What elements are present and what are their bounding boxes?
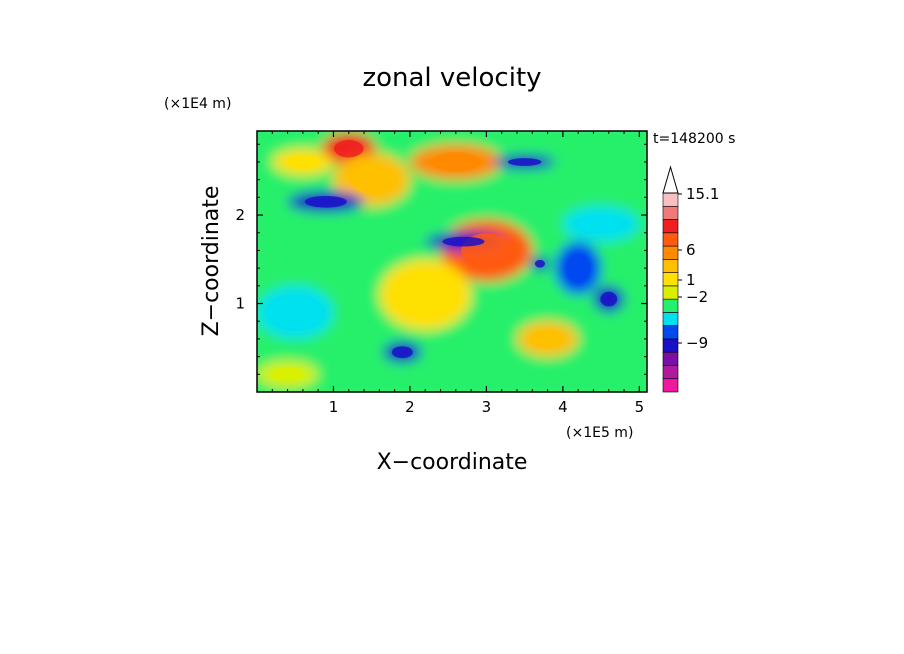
colorbar: 15.1 6 1−2 −9 — [662, 165, 719, 393]
contour-core-11 — [274, 297, 317, 327]
x-tick-label: 1 — [329, 398, 339, 416]
x-tick-label: 2 — [405, 398, 415, 416]
contour-core-13 — [270, 367, 305, 382]
chart-title: zonal velocity — [362, 63, 541, 93]
colorbar-swatch — [662, 312, 679, 326]
y-axis: 12 — [235, 143, 647, 375]
colorbar-swatch — [662, 365, 679, 380]
contour-core-2 — [350, 165, 393, 195]
colorbar-swatch — [662, 285, 679, 300]
colorbar-label: 1 — [686, 271, 696, 289]
contour-core-14 — [400, 275, 451, 315]
colorbar-swatch — [662, 272, 679, 287]
x-axis-unit: (×1E5 m) — [566, 425, 633, 441]
y-axis-label: Z−coordinate — [199, 186, 224, 337]
contour-core-8 — [507, 158, 542, 166]
contour-field — [257, 131, 647, 392]
colorbar-swatch — [662, 219, 679, 234]
colorbar-swatch — [662, 245, 679, 260]
y-tick-label: 1 — [235, 295, 245, 313]
contour-core-0 — [334, 139, 364, 158]
colorbar-swatch — [662, 378, 679, 393]
contour-core-15 — [530, 329, 565, 349]
colorbar-label: −2 — [686, 288, 708, 306]
colorbar-swatch — [662, 205, 679, 220]
colorbar-extend-arrow — [662, 165, 679, 194]
colorbar-swatch — [662, 259, 679, 273]
x-tick-label: 4 — [558, 398, 568, 416]
colorbar-swatch — [662, 232, 679, 247]
contour-core-9 — [534, 259, 545, 268]
contour-core-5 — [600, 291, 618, 307]
x-axis-label: X−coordinate — [377, 450, 528, 475]
contour-core-3 — [430, 152, 482, 172]
contour-core-6 — [304, 195, 347, 208]
x-tick-label: 5 — [635, 398, 645, 416]
contour-core-10 — [391, 346, 413, 359]
contour-core-4 — [565, 253, 591, 283]
colorbar-swatch — [662, 351, 679, 366]
time-label: t=148200 s — [653, 131, 735, 147]
y-tick-label: 2 — [235, 206, 245, 224]
colorbar-label: 15.1 — [686, 185, 719, 203]
contour-core-12 — [580, 214, 623, 234]
plot-frame — [256, 130, 648, 393]
colorbar-swatch — [662, 298, 679, 313]
contour-core-16 — [286, 154, 320, 170]
colorbar-label: −9 — [686, 334, 708, 352]
x-axis: 1 2 3 4 5 — [271, 131, 645, 416]
x-tick-label: 3 — [482, 398, 492, 416]
colorbar-swatch — [662, 338, 679, 353]
y-axis-unit: (×1E4 m) — [164, 96, 231, 112]
colorbar-swatch — [662, 192, 679, 207]
contour-core-7 — [442, 236, 485, 247]
colorbar-swatch — [662, 325, 679, 340]
colorbar-label: 6 — [686, 241, 696, 259]
